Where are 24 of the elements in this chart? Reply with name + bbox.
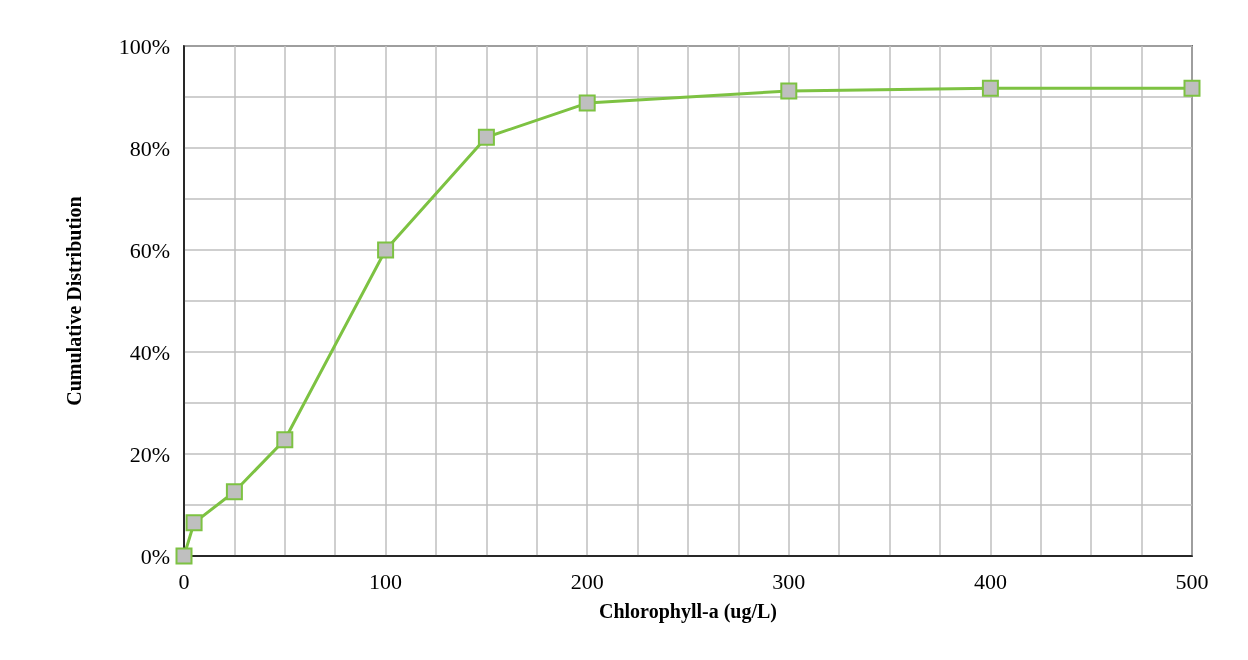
y-tick-label: 40% (129, 339, 170, 365)
y-tick-label: 20% (129, 441, 170, 467)
x-axis-title: Chlorophyll-a (ug/L) (599, 600, 777, 623)
point (981, 79, 999, 97)
point (276, 431, 294, 449)
point (780, 82, 798, 100)
x-tick-label: 400 (973, 568, 1007, 594)
y-tick-label: 100% (118, 33, 170, 59)
point (1183, 79, 1201, 97)
x-tick-label: 200 (570, 568, 604, 594)
point (185, 514, 203, 532)
x-tick-label: 300 (772, 568, 806, 594)
point (477, 128, 495, 146)
point (225, 483, 243, 501)
y-tick-label: 80% (129, 135, 170, 161)
point (578, 94, 596, 112)
y-axis-title: Cumulative Distribution (63, 196, 85, 406)
y-tick-label: 60% (129, 237, 170, 263)
point (377, 241, 395, 259)
x-tick-label: 100 (369, 568, 403, 594)
x-tick-label: 0 (178, 568, 190, 594)
x-tick-label: 500 (1175, 568, 1209, 594)
y-tick-label: 0% (140, 543, 170, 569)
point (175, 547, 193, 565)
